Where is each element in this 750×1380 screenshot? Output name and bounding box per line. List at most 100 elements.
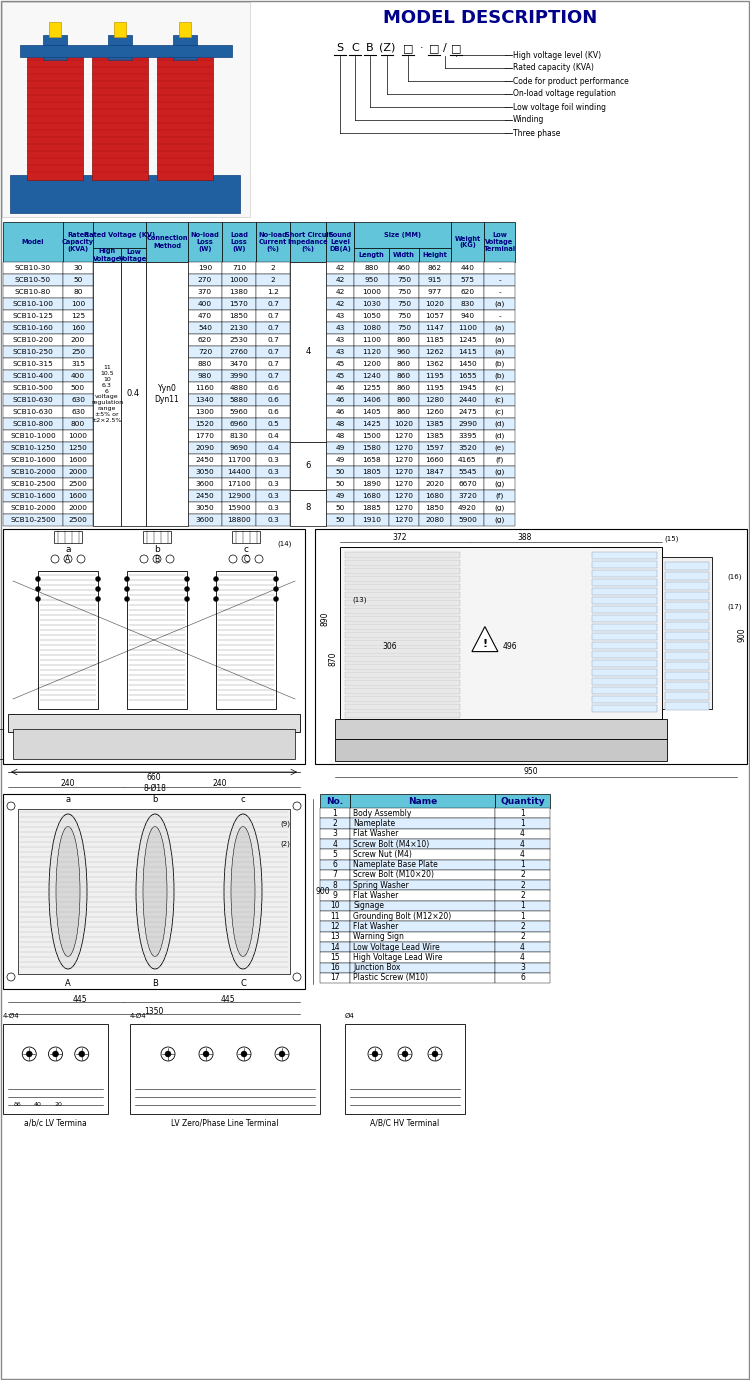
- Text: 890: 890: [320, 611, 329, 625]
- Circle shape: [161, 1047, 175, 1061]
- Text: SCB10-160: SCB10-160: [13, 326, 53, 331]
- Text: □: □: [429, 43, 439, 52]
- Bar: [3, 431, 63, 442]
- Text: 3050: 3050: [196, 469, 214, 475]
- Text: Warning Sign: Warning Sign: [353, 933, 404, 941]
- Bar: [350, 793, 495, 809]
- Text: 125: 125: [71, 313, 85, 319]
- Bar: [326, 477, 354, 490]
- Text: Width: Width: [393, 253, 415, 258]
- Bar: [389, 322, 419, 334]
- Bar: [188, 322, 222, 334]
- Bar: [495, 880, 550, 890]
- Bar: [350, 860, 495, 869]
- Bar: [320, 922, 350, 932]
- Bar: [484, 466, 515, 477]
- Bar: [389, 513, 419, 526]
- Text: 1057: 1057: [425, 313, 445, 319]
- Bar: [484, 477, 515, 490]
- Circle shape: [274, 586, 278, 592]
- Text: 750: 750: [397, 326, 411, 331]
- Bar: [345, 632, 460, 638]
- Bar: [27, 55, 83, 179]
- Text: 1260: 1260: [425, 408, 445, 415]
- Bar: [222, 310, 256, 322]
- Text: 0.3: 0.3: [267, 518, 279, 523]
- Bar: [345, 689, 460, 694]
- Bar: [389, 248, 419, 262]
- Text: Nameplate Base Plate: Nameplate Base Plate: [353, 860, 438, 869]
- Circle shape: [241, 1052, 247, 1057]
- Bar: [256, 286, 290, 298]
- Bar: [451, 222, 484, 262]
- Text: 2: 2: [520, 871, 525, 879]
- Bar: [320, 911, 350, 922]
- Bar: [256, 298, 290, 310]
- Bar: [495, 922, 550, 932]
- Bar: [665, 582, 709, 591]
- Bar: [3, 395, 63, 406]
- Bar: [592, 606, 657, 613]
- Bar: [484, 322, 515, 334]
- Bar: [484, 370, 515, 382]
- Text: SCB10-2500: SCB10-2500: [10, 518, 56, 523]
- Bar: [354, 357, 389, 370]
- Text: 6: 6: [305, 461, 310, 471]
- Bar: [18, 809, 290, 974]
- Text: Low voltage foil winding: Low voltage foil winding: [513, 102, 606, 112]
- Bar: [451, 275, 484, 286]
- Bar: [451, 310, 484, 322]
- Text: SCB10-30: SCB10-30: [15, 265, 51, 270]
- Text: 980: 980: [198, 373, 212, 380]
- Text: 17: 17: [330, 973, 340, 983]
- Text: Rated
Capacity
(KVA): Rated Capacity (KVA): [62, 232, 94, 253]
- Bar: [484, 442, 515, 454]
- Text: 45: 45: [335, 362, 344, 367]
- Bar: [326, 334, 354, 346]
- Text: (g): (g): [494, 469, 505, 475]
- Text: 190: 190: [198, 265, 212, 270]
- Bar: [350, 943, 495, 952]
- Text: 620: 620: [460, 288, 475, 295]
- Bar: [222, 490, 256, 502]
- Text: (a): (a): [494, 337, 505, 344]
- Bar: [63, 477, 93, 490]
- Text: 4880: 4880: [230, 385, 248, 391]
- Bar: [354, 346, 389, 357]
- Bar: [188, 418, 222, 431]
- Text: 496: 496: [503, 642, 518, 651]
- Bar: [188, 298, 222, 310]
- Text: b: b: [154, 545, 160, 553]
- Bar: [345, 560, 460, 566]
- Text: 4: 4: [520, 829, 525, 838]
- Text: 6: 6: [332, 860, 338, 869]
- Bar: [256, 262, 290, 275]
- Bar: [3, 793, 305, 989]
- Bar: [326, 513, 354, 526]
- Text: 50: 50: [335, 505, 345, 511]
- Bar: [484, 406, 515, 418]
- Text: 2: 2: [520, 922, 525, 932]
- Bar: [10, 175, 240, 213]
- Bar: [419, 406, 451, 418]
- Bar: [256, 431, 290, 442]
- Bar: [354, 431, 389, 442]
- Bar: [451, 357, 484, 370]
- Text: 0.6: 0.6: [267, 408, 279, 415]
- Circle shape: [214, 596, 218, 602]
- Text: 11: 11: [330, 912, 340, 920]
- Text: 46: 46: [335, 408, 344, 415]
- Bar: [484, 513, 515, 526]
- Bar: [389, 477, 419, 490]
- Text: Quantity: Quantity: [500, 796, 544, 806]
- Bar: [188, 286, 222, 298]
- Text: 860: 860: [397, 337, 411, 344]
- Bar: [93, 222, 146, 248]
- Bar: [592, 552, 657, 559]
- Text: 3470: 3470: [230, 362, 248, 367]
- Bar: [345, 575, 460, 582]
- Bar: [63, 275, 93, 286]
- Text: 3600: 3600: [196, 482, 214, 487]
- Bar: [326, 431, 354, 442]
- Text: 10: 10: [330, 901, 340, 911]
